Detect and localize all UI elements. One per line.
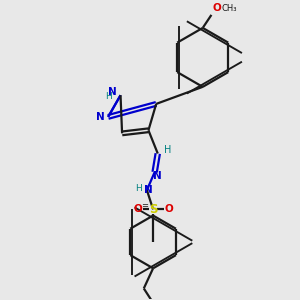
Text: O: O — [213, 3, 222, 13]
Text: H: H — [105, 92, 112, 101]
Text: H: H — [135, 184, 142, 193]
Text: H: H — [164, 146, 171, 155]
Text: N: N — [108, 87, 117, 97]
Text: N: N — [144, 185, 153, 195]
Text: =: = — [141, 201, 148, 210]
Text: S: S — [149, 203, 158, 216]
Text: N: N — [96, 112, 105, 122]
Text: O: O — [164, 204, 173, 214]
Text: CH₃: CH₃ — [221, 4, 237, 13]
Text: O: O — [133, 204, 142, 214]
Text: N: N — [153, 171, 162, 181]
